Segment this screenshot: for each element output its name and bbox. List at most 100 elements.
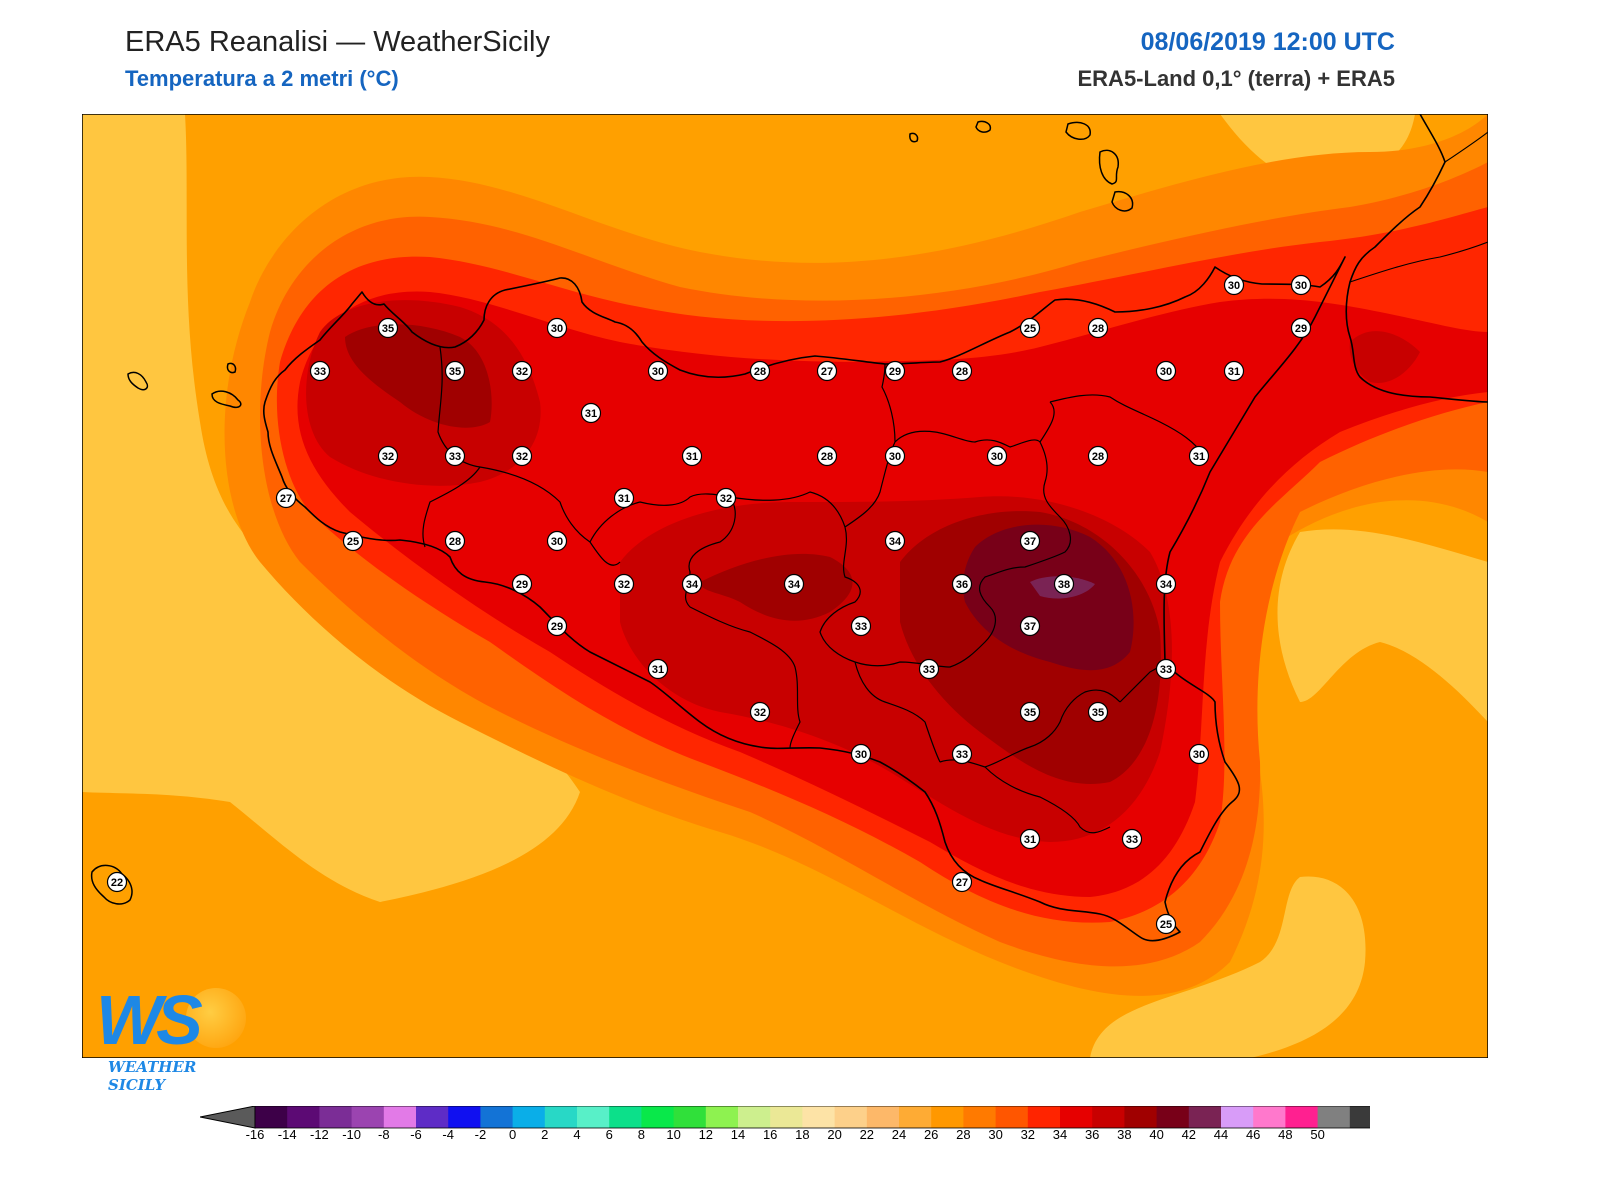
station-value-10: 28	[951, 360, 973, 382]
station-marker	[580, 402, 602, 424]
station-value-34: 34	[884, 530, 906, 552]
station-value-text: 29	[1295, 323, 1307, 335]
station-value-text: 28	[956, 366, 968, 378]
colorbar-tick-label: 8	[638, 1127, 645, 1142]
weathersicily-logo: WS WEATHER SICILY	[96, 984, 256, 1094]
colorbar-tick-label: 30	[988, 1127, 1002, 1142]
station-value-38: 34	[681, 573, 703, 595]
station-value-text: 29	[551, 621, 563, 633]
station-marker	[1223, 274, 1245, 296]
colorbar-segment	[1285, 1106, 1319, 1128]
station-value-text: 30	[889, 451, 901, 463]
station-marker	[511, 360, 533, 382]
station-value-text: 33	[314, 366, 326, 378]
temperature-fill-layers	[82, 114, 1488, 1058]
station-value-53: 33	[951, 743, 973, 765]
station-marker	[1019, 828, 1041, 850]
colorbar-tick-label: 32	[1021, 1127, 1035, 1142]
station-marker	[1019, 615, 1041, 637]
colorbar-tick-label: 14	[731, 1127, 745, 1142]
station-value-text: 33	[956, 749, 968, 761]
colorbar-segment	[1317, 1106, 1351, 1128]
station-marker	[1019, 701, 1041, 723]
colorbar-segment	[448, 1106, 481, 1128]
station-value-21: 32	[511, 445, 533, 467]
colorbar-segment	[931, 1106, 964, 1128]
station-value-55: 31	[1019, 828, 1041, 850]
colorbar-tick-label: 0	[509, 1127, 516, 1142]
station-marker	[1223, 360, 1245, 382]
station-value-12: 28	[1087, 317, 1109, 339]
colorbar-segment	[1060, 1106, 1093, 1128]
station-marker	[918, 658, 940, 680]
station-value-text: 28	[754, 366, 766, 378]
station-marker	[1155, 573, 1177, 595]
colorbar-segment	[641, 1106, 675, 1128]
island-egadi-1	[127, 371, 149, 391]
station-value-13: 30	[1223, 274, 1245, 296]
island-aeolian-2	[1098, 149, 1119, 185]
station-marker	[850, 743, 872, 765]
station-value-37: 32	[613, 573, 635, 595]
station-value-text: 37	[1024, 536, 1036, 548]
station-value-24: 30	[884, 445, 906, 467]
station-value-text: 28	[1092, 451, 1104, 463]
colorbar-tick-label: -16	[246, 1127, 265, 1142]
band-34-36-central	[700, 553, 853, 621]
cool-zone-south	[1090, 876, 1366, 1058]
island-aeolian-1	[1065, 121, 1091, 140]
colorbar-tick-label: 26	[924, 1127, 938, 1142]
colorbar-segment	[802, 1106, 836, 1128]
station-value-text: 32	[720, 493, 732, 505]
station-value-17: 31	[1223, 360, 1245, 382]
station-marker	[1155, 360, 1177, 382]
station-marker	[1290, 274, 1312, 296]
colorbar-segment	[1027, 1106, 1061, 1128]
station-value-26: 28	[1087, 445, 1109, 467]
station-value-text: 28	[449, 536, 461, 548]
station-marker	[444, 445, 466, 467]
station-value-23: 28	[816, 445, 838, 467]
temperature-map: 35 30 33 35 32 30 28 27 29 28 25 28 30 30 29 30 31 31 32 33…	[82, 114, 1488, 1058]
station-value-45: 37	[1019, 615, 1041, 637]
colorbar-segment	[1156, 1106, 1190, 1128]
station-value-44: 33	[850, 615, 872, 637]
station-value-text: 32	[618, 579, 630, 591]
station-value-20: 33	[444, 445, 466, 467]
station-marker	[1087, 701, 1109, 723]
colorbar-tick-label: 2	[541, 1127, 548, 1142]
map-variable-subtitle: Temperatura a 2 metri (°C)	[125, 66, 399, 91]
calabria-coastline	[1345, 114, 1488, 403]
colorbar-tick-label: -12	[310, 1127, 329, 1142]
colorbar-tick-label: -14	[278, 1127, 297, 1142]
station-marker	[749, 701, 771, 723]
station-marker	[511, 445, 533, 467]
station-marker	[377, 445, 399, 467]
station-value-text: 25	[347, 536, 359, 548]
station-marker	[106, 871, 128, 893]
station-value-text: 33	[1160, 664, 1172, 676]
colorbar-tick-label: 38	[1117, 1127, 1131, 1142]
station-value-22: 31	[681, 445, 703, 467]
station-value-57: 27	[951, 871, 973, 893]
station-value-text: 30	[551, 323, 563, 335]
station-marker	[444, 360, 466, 382]
station-value-text: 35	[382, 323, 394, 335]
station-value-text: 33	[1126, 834, 1138, 846]
temperature-colorbar: -16 -14 -12 -10 -8 -6 -4 -2 0 2 4 6 8 10 12 14 16 18 20 22 2…	[200, 1106, 1370, 1142]
station-value-1: 35	[377, 317, 399, 339]
map-model-source: ERA5-Land 0,1° (terra) + ERA5	[1077, 66, 1396, 91]
station-marker	[884, 445, 906, 467]
station-value-text: 29	[516, 579, 528, 591]
map-datetime: 08/06/2019 12:00 UTC	[1140, 28, 1395, 56]
station-marker	[986, 445, 1008, 467]
cool-zone-southeast	[1277, 529, 1488, 722]
band-34-36-west	[345, 324, 492, 428]
station-value-text: 25	[1160, 919, 1172, 931]
station-value-35: 37	[1019, 530, 1041, 552]
station-value-text: 33	[449, 451, 461, 463]
colorbar-segment	[705, 1106, 739, 1128]
station-value-text: 32	[754, 707, 766, 719]
colorbar-tick-label: 6	[606, 1127, 613, 1142]
station-value-text: 30	[1295, 280, 1307, 292]
